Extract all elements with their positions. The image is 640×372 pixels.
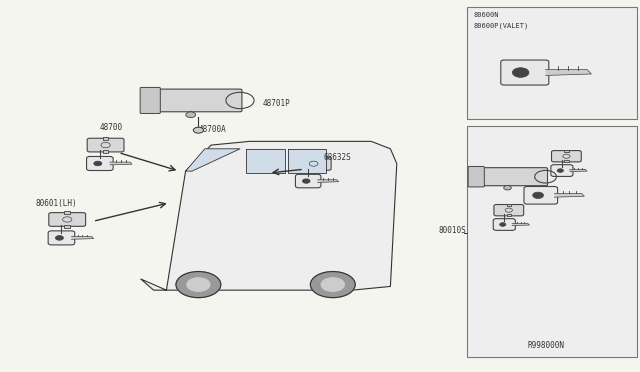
Circle shape [532,192,543,199]
Bar [564,150,569,152]
Polygon shape [186,149,240,171]
Polygon shape [110,162,132,165]
Circle shape [56,235,63,240]
Text: 80010S: 80010S [438,225,466,234]
Polygon shape [246,149,285,173]
FancyBboxPatch shape [154,89,242,112]
Text: 48701P: 48701P [262,99,290,108]
Polygon shape [288,149,326,173]
FancyBboxPatch shape [493,219,515,230]
Bar [64,225,70,228]
FancyBboxPatch shape [494,205,524,216]
Polygon shape [554,193,584,197]
Text: 80601(LH): 80601(LH) [35,199,77,208]
FancyBboxPatch shape [524,186,557,204]
FancyBboxPatch shape [500,60,548,85]
Bar [311,156,316,158]
Bar [64,211,70,214]
Bar [507,204,511,206]
Circle shape [504,186,511,190]
FancyBboxPatch shape [87,138,124,152]
FancyBboxPatch shape [551,165,573,176]
Bar [564,160,569,163]
Circle shape [310,272,355,298]
Circle shape [321,278,344,291]
Polygon shape [512,224,529,225]
Bar [467,126,637,357]
Polygon shape [141,141,397,290]
Bar [102,137,109,140]
Circle shape [303,179,310,183]
Text: 80600P(VALET): 80600P(VALET) [474,23,529,29]
Circle shape [187,278,210,291]
FancyBboxPatch shape [468,167,484,187]
Circle shape [94,161,102,166]
FancyBboxPatch shape [296,157,331,170]
Polygon shape [317,180,339,182]
Bar [467,7,637,119]
Text: 48700: 48700 [99,123,122,132]
Polygon shape [72,237,93,239]
FancyBboxPatch shape [86,157,113,170]
Polygon shape [570,170,587,171]
Circle shape [193,127,204,133]
Circle shape [500,223,506,226]
Bar [102,150,109,153]
Circle shape [557,169,563,172]
Circle shape [176,272,221,298]
Text: 48700A: 48700A [198,125,226,134]
Circle shape [186,112,196,118]
Text: 68632S: 68632S [323,153,351,162]
FancyBboxPatch shape [479,168,548,186]
Bar [507,214,511,217]
Text: R998000N: R998000N [528,341,565,350]
FancyBboxPatch shape [552,151,581,162]
Circle shape [512,68,529,77]
Bar [311,169,316,171]
FancyBboxPatch shape [296,174,321,188]
FancyBboxPatch shape [49,213,86,226]
FancyBboxPatch shape [140,87,160,113]
Polygon shape [545,70,591,76]
FancyBboxPatch shape [48,231,75,245]
Text: 80600N: 80600N [474,12,499,18]
